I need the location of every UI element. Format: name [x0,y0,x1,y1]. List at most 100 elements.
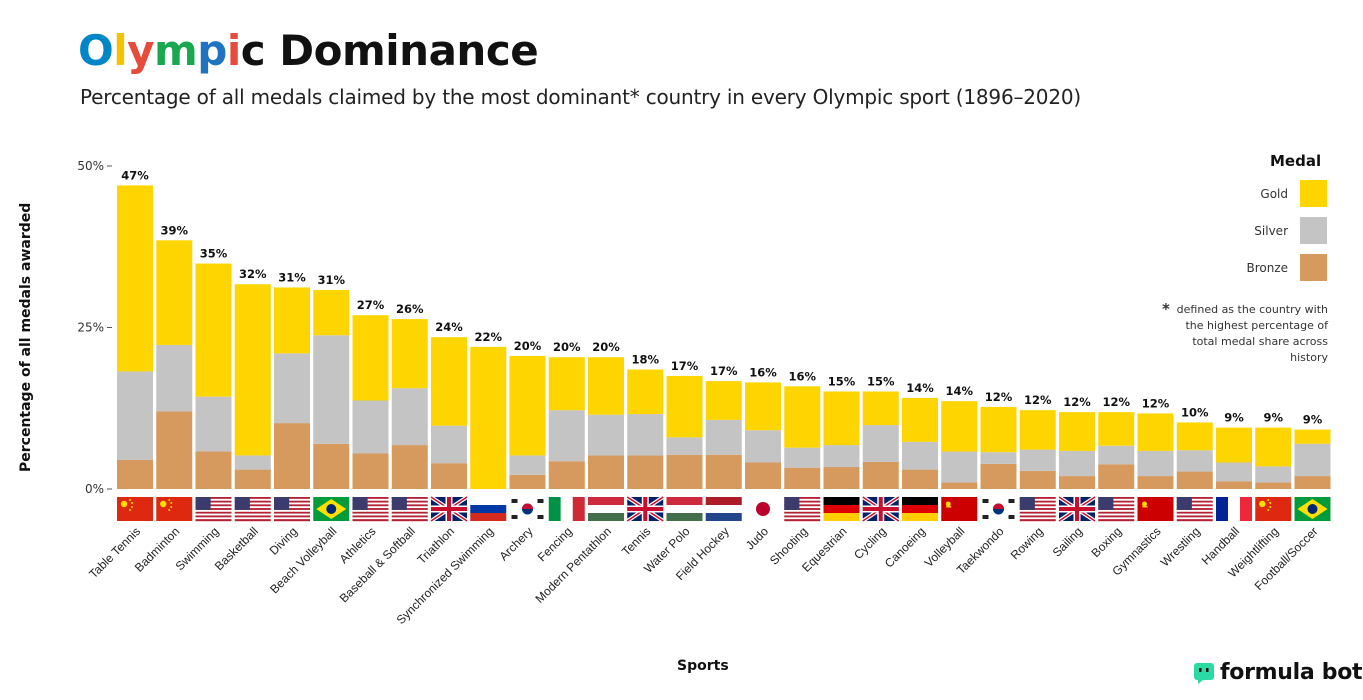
bar-segment-bronze [745,462,781,489]
flag-hungary-icon [588,497,624,521]
flag-usa-icon [1019,497,1056,522]
bar-segment-silver [313,335,350,444]
bar-segment-silver [1059,450,1095,477]
legend-item-silver: Silver [1228,217,1327,244]
bar-total-label: 16% [749,365,777,379]
bar-total-label: 15% [867,374,895,388]
bar-total-label: 10% [1181,405,1209,419]
legend-label-gold: Gold [1260,186,1288,201]
bar-segment-bronze [823,467,860,489]
bar-total-label: 27% [357,298,385,312]
title-letter: l [113,26,128,75]
bar-total-label: 20% [514,339,542,353]
bar-total-label: 35% [200,247,228,261]
bar-total-label: 32% [239,267,267,281]
bar-total-label: 9% [1263,411,1283,425]
bar-segment-gold [548,357,585,411]
y-tick-label: 25% [77,321,104,335]
x-tick-label: Rowing [1008,524,1046,562]
flag-uk-icon [626,495,665,523]
bar-segment-bronze [784,467,821,489]
bar-segment-silver [548,410,585,462]
legend-item-bronze: Bronze [1228,254,1327,281]
flag-ussr-icon [1137,497,1174,521]
title-rest: Dominance [265,26,539,75]
title-letter: m [154,26,198,75]
bar-segment-silver [234,455,271,470]
page-subtitle: Percentage of all medals claimed by the … [80,85,1081,109]
title-letter: O [78,26,114,75]
bar-total-label: 39% [160,223,188,237]
x-tick-label: Boxing [1089,524,1125,560]
title-letter: y [127,26,155,75]
bar-segment-gold [627,369,664,415]
x-tick-label: Modern Pentathlon [533,524,615,606]
flag-usa-icon [234,497,271,522]
x-tick-label: Wrestling [1158,524,1203,569]
bar-segment-silver [509,455,546,475]
bar-segment-bronze [705,454,742,489]
flag-usa-icon [1176,497,1213,522]
flag-korea-icon [509,497,546,521]
bar-segment-silver [627,414,664,456]
bar-segment-bronze [1294,476,1331,489]
bar-total-label: 9% [1224,411,1244,425]
bar-segment-gold [509,355,546,456]
bar-segment-gold [902,397,938,442]
flag-uk-icon [429,495,469,523]
bar-segment-gold [941,401,978,452]
legend-label-silver: Silver [1254,223,1288,238]
bar-segment-silver [666,437,703,455]
bar-segment-bronze [666,454,703,489]
bar-total-label: 20% [592,340,620,354]
flag-brazil-icon [313,497,350,521]
flag-russia-icon [470,497,507,521]
bar-segment-gold [705,381,742,420]
bar-segment-bronze [391,445,428,489]
bar-segment-gold [1098,412,1135,446]
bar-segment-silver [1137,450,1174,477]
x-tick-label: Cycling [851,524,889,562]
bar-total-label: 17% [710,364,738,378]
bar-segment-gold [431,337,467,426]
flag-usa-icon [352,497,389,522]
bar-total-label: 12% [1102,395,1130,409]
bar-segment-gold [1216,427,1252,463]
legend-swatch-gold [1300,180,1327,207]
bar-total-label: 47% [121,168,149,182]
bar-segment-gold [784,386,821,448]
title-letter: i [226,26,241,75]
bar-segment-silver [117,371,153,460]
bar-segment-silver [1294,443,1331,477]
bar-total-label: 12% [985,390,1013,404]
bar-segment-gold [391,319,428,389]
footnote-star: * [1162,300,1170,318]
bar-segment-silver [274,353,310,424]
bar-segment-gold [156,240,193,345]
page-title: Olympic Dominance [78,26,539,75]
x-tick-label: Canoeing [882,524,928,570]
bar-segment-bronze [1019,470,1056,489]
bar-segment-bronze [1216,481,1252,489]
x-tick-label: Sailing [1050,524,1085,559]
bar-segment-gold [1137,413,1174,451]
bar-total-label: 9% [1303,413,1323,427]
flag-usa-icon [195,497,232,522]
bar-segment-bronze [862,461,899,489]
bar-segment-silver [862,425,899,462]
bar-total-label: 12% [1142,396,1170,410]
bar-segment-gold [117,185,153,372]
bar-segment-gold [1059,412,1095,451]
flag-italy-icon [548,497,585,521]
bar-segment-bronze [117,459,153,489]
bar-segment-silver [941,451,978,483]
bar-segment-silver [1255,466,1292,483]
title-letter: c [240,26,266,75]
flag-netherlands-icon [705,497,742,521]
bar-total-label: 18% [631,352,659,366]
bar-segment-bronze [313,443,350,489]
brand-name: formula bot [1220,660,1363,685]
flag-china-icon [156,497,193,521]
bar-segment-bronze [902,469,938,489]
